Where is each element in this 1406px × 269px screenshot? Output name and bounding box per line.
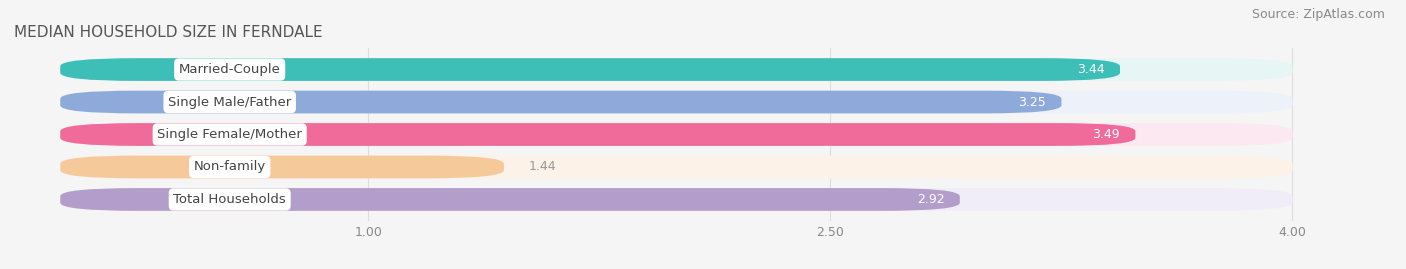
FancyBboxPatch shape	[60, 188, 1292, 211]
FancyBboxPatch shape	[60, 188, 960, 211]
Text: 3.44: 3.44	[1077, 63, 1105, 76]
Text: 3.25: 3.25	[1018, 95, 1046, 108]
Text: 3.49: 3.49	[1092, 128, 1121, 141]
Text: Source: ZipAtlas.com: Source: ZipAtlas.com	[1251, 8, 1385, 21]
Text: Non-family: Non-family	[194, 161, 266, 174]
FancyBboxPatch shape	[60, 91, 1292, 114]
FancyBboxPatch shape	[60, 155, 503, 178]
FancyBboxPatch shape	[60, 155, 1292, 178]
FancyBboxPatch shape	[60, 91, 1062, 114]
FancyBboxPatch shape	[60, 58, 1292, 81]
Text: Single Male/Father: Single Male/Father	[169, 95, 291, 108]
Text: Total Households: Total Households	[173, 193, 285, 206]
Text: 2.92: 2.92	[917, 193, 945, 206]
Text: MEDIAN HOUSEHOLD SIZE IN FERNDALE: MEDIAN HOUSEHOLD SIZE IN FERNDALE	[14, 25, 323, 40]
FancyBboxPatch shape	[60, 123, 1136, 146]
FancyBboxPatch shape	[60, 123, 1292, 146]
Text: Single Female/Mother: Single Female/Mother	[157, 128, 302, 141]
Text: 1.44: 1.44	[529, 161, 557, 174]
Text: Married-Couple: Married-Couple	[179, 63, 281, 76]
FancyBboxPatch shape	[60, 58, 1121, 81]
